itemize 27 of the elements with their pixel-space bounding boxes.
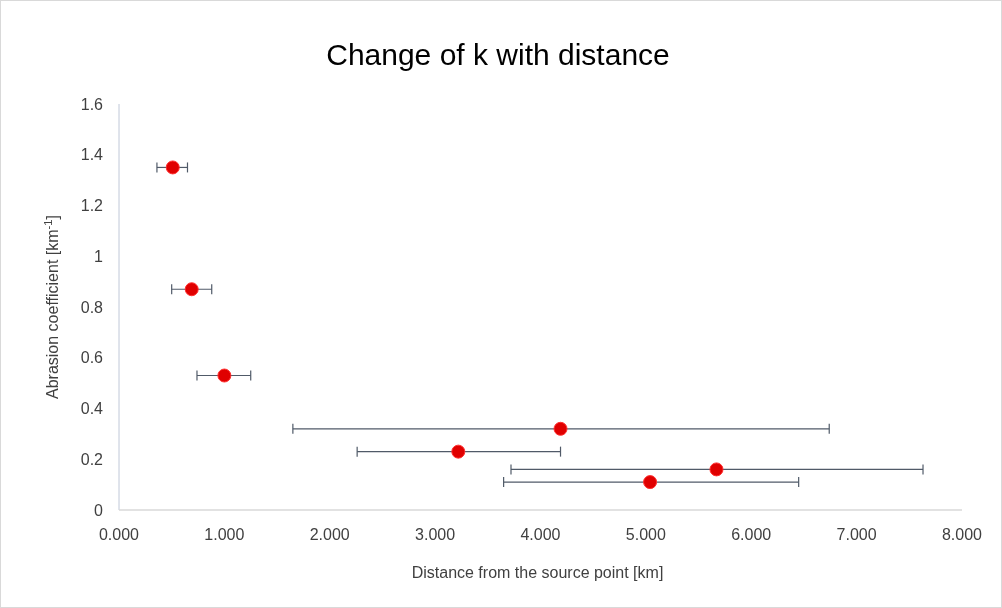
x-tick-label: 8.000 [941, 526, 983, 543]
point [709, 462, 724, 477]
x-tick-label: 4.000 [520, 526, 561, 543]
x-tick-label: 5.000 [625, 526, 666, 543]
y-tick-label: 0.8 [80, 298, 104, 316]
y-tick-label: 1.6 [80, 95, 104, 113]
x-tick-label: 2.000 [309, 526, 350, 543]
x-tick-label: 0.000 [98, 526, 140, 543]
y-tick-label: 0.2 [80, 450, 104, 468]
point [553, 421, 568, 436]
y-tick-label: 0.4 [80, 400, 104, 418]
point [643, 475, 658, 490]
y-tick-label: 0 [94, 501, 104, 519]
y-tick-label: 1.2 [80, 197, 104, 215]
chart-title: Change of k with distance [326, 38, 670, 71]
point [451, 444, 466, 459]
y-tick-label: 0.6 [80, 349, 104, 367]
y-tick-label: 1 [94, 247, 104, 265]
point [217, 368, 232, 383]
x-tick-label: 6.000 [731, 526, 772, 543]
x-axis-title: Distance from the source point [km] [411, 564, 664, 581]
point [184, 282, 199, 297]
x-tick-label: 3.000 [415, 526, 456, 543]
x-tick-label: 7.000 [836, 526, 877, 543]
point [165, 160, 180, 175]
x-tick-label: 1.000 [204, 526, 245, 543]
y-tick-label: 1.4 [80, 146, 104, 164]
